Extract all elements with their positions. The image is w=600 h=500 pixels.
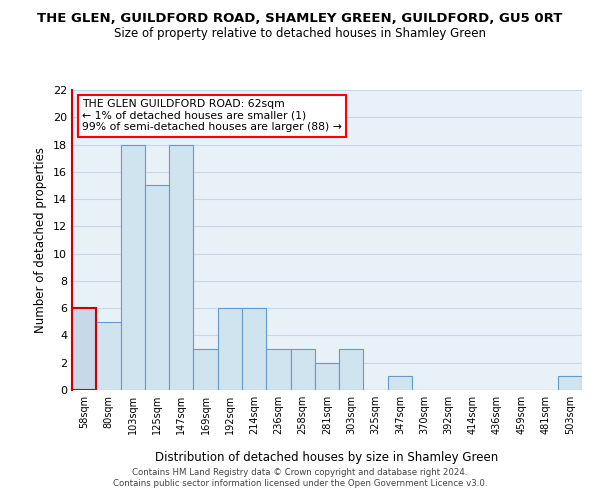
Text: THE GLEN, GUILDFORD ROAD, SHAMLEY GREEN, GUILDFORD, GU5 0RT: THE GLEN, GUILDFORD ROAD, SHAMLEY GREEN,… <box>37 12 563 26</box>
Bar <box>72 308 96 390</box>
Bar <box>290 349 315 390</box>
Bar <box>72 308 96 390</box>
Text: Contains HM Land Registry data © Crown copyright and database right 2024.
Contai: Contains HM Land Registry data © Crown c… <box>113 468 487 487</box>
Bar <box>339 349 364 390</box>
Bar <box>315 362 339 390</box>
Bar <box>169 144 193 390</box>
Bar <box>193 349 218 390</box>
Text: Size of property relative to detached houses in Shamley Green: Size of property relative to detached ho… <box>114 28 486 40</box>
Y-axis label: Number of detached properties: Number of detached properties <box>34 147 47 333</box>
Bar <box>266 349 290 390</box>
Bar <box>145 186 169 390</box>
Text: THE GLEN GUILDFORD ROAD: 62sqm
← 1% of detached houses are smaller (1)
99% of se: THE GLEN GUILDFORD ROAD: 62sqm ← 1% of d… <box>82 99 342 132</box>
Bar <box>121 144 145 390</box>
Bar <box>558 376 582 390</box>
Bar <box>242 308 266 390</box>
Bar <box>96 322 121 390</box>
Text: Distribution of detached houses by size in Shamley Green: Distribution of detached houses by size … <box>155 451 499 464</box>
Bar <box>218 308 242 390</box>
Bar <box>388 376 412 390</box>
